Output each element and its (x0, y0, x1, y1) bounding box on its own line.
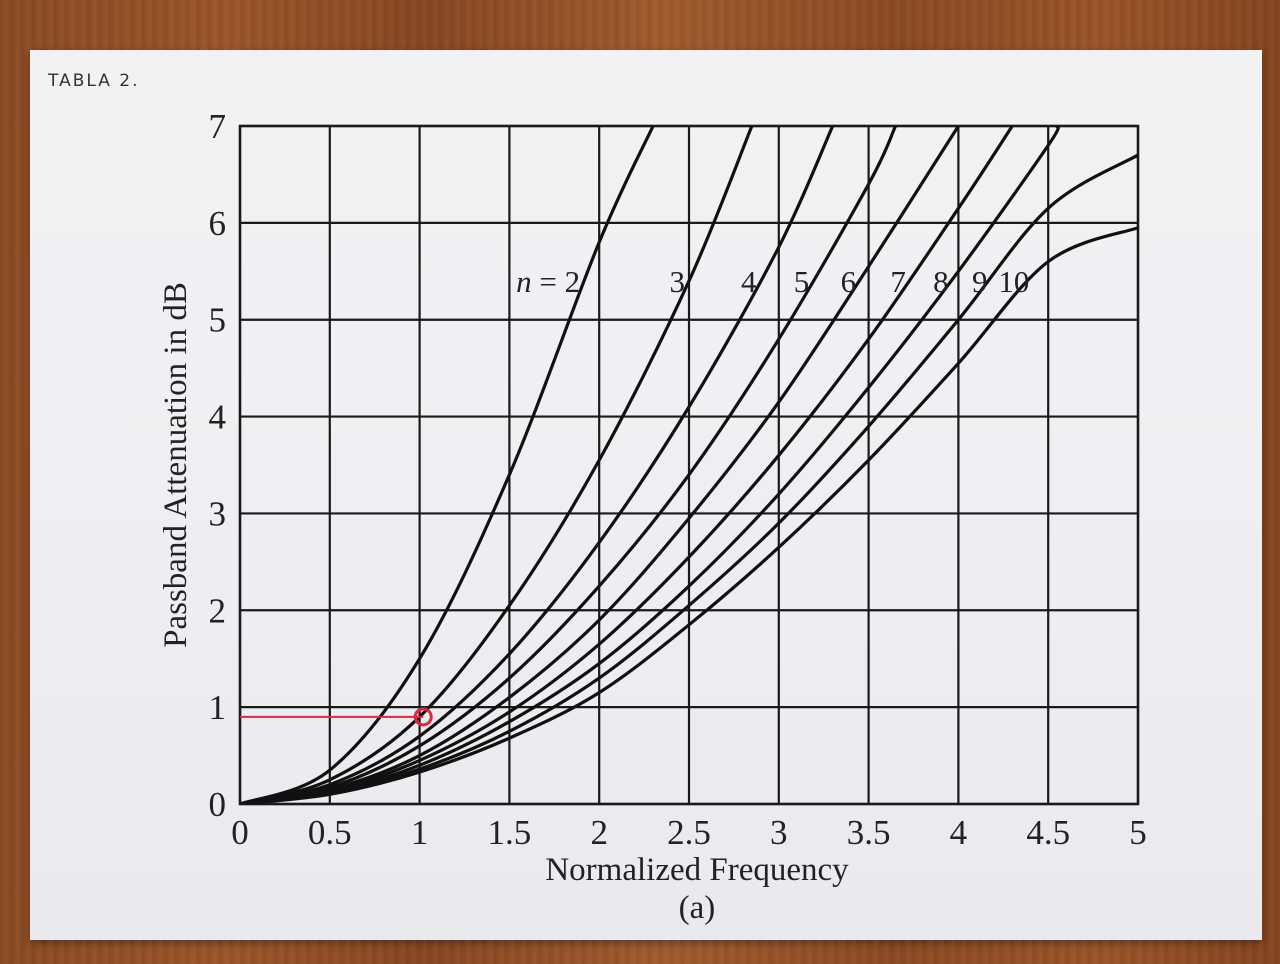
y-tick-label: 6 (209, 204, 227, 243)
annotations (240, 707, 433, 727)
x-tick-label: 5 (1129, 813, 1147, 852)
y-tick-label: 3 (209, 494, 227, 533)
series-label: 10 (998, 264, 1029, 299)
y-tick-label: 2 (209, 591, 227, 630)
series-curve (240, 153, 1138, 804)
x-tick-label: 2 (590, 813, 608, 852)
y-tick-label: 7 (209, 107, 227, 146)
paper-sheet (30, 50, 1262, 940)
y-axis-title: Passband Attenuation in dB (158, 282, 194, 648)
y-tick-label: 1 (209, 688, 227, 727)
x-tick-label: 2.5 (667, 813, 711, 852)
series-label: n = 2 (516, 264, 580, 299)
series-label: 5 (794, 264, 810, 299)
series-curves (240, 126, 1138, 804)
series-curve (240, 126, 835, 804)
y-tick-label: 0 (209, 785, 227, 824)
y-tick-label: 4 (209, 398, 227, 437)
series-curve (240, 126, 1060, 804)
series-label: 9 (972, 264, 988, 299)
x-axis-title: Normalized Frequency (545, 852, 849, 888)
x-tick-label: 0.5 (308, 813, 352, 852)
chart-grid (238, 124, 1140, 806)
series-curve (240, 126, 655, 804)
x-tick-label: 1 (411, 813, 429, 852)
x-tick-label: 4 (950, 813, 968, 852)
x-tick-labels: 0 0.5 1 1.5 2 2.5 3 3.5 4 4.5 5 (231, 813, 1147, 852)
series-labels: n = 2 3 4 5 6 7 8 9 10 (516, 264, 1029, 299)
series-label: 8 (933, 264, 949, 299)
x-tick-label: 4.5 (1026, 813, 1070, 852)
x-tick-label: 3.5 (847, 813, 891, 852)
chart-caption: (a) (679, 890, 716, 926)
y-tick-label: 5 (209, 301, 227, 340)
series-label: 3 (669, 264, 685, 299)
series-curve (240, 126, 897, 804)
series-label: 6 (841, 264, 857, 299)
series-curve (240, 126, 754, 804)
series-curve (240, 126, 960, 804)
series-curve (240, 226, 1138, 804)
x-tick-label: 3 (770, 813, 788, 852)
series-label: 4 (741, 264, 757, 299)
y-tick-labels: 0 1 2 3 4 5 6 7 (209, 107, 227, 824)
handwritten-note: TABLA 2. (47, 71, 139, 91)
red-marker-circle (413, 707, 433, 727)
series-label: 7 (890, 264, 906, 299)
series-curve (240, 126, 1014, 804)
x-tick-label: 1.5 (488, 813, 532, 852)
x-tick-label: 0 (231, 813, 249, 852)
